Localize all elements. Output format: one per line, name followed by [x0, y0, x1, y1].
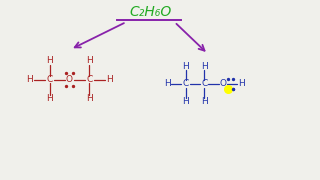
Text: C: C: [182, 80, 189, 89]
Text: H: H: [164, 80, 171, 89]
Text: H: H: [86, 94, 93, 103]
Text: C: C: [46, 75, 53, 84]
Text: H: H: [201, 62, 208, 71]
Text: C: C: [201, 80, 207, 89]
Text: H: H: [26, 75, 33, 84]
Text: C₂H₆O: C₂H₆O: [129, 5, 172, 19]
Text: C: C: [86, 75, 92, 84]
Text: H: H: [86, 56, 93, 65]
Text: H: H: [106, 75, 113, 84]
Text: H: H: [238, 80, 245, 89]
Text: H: H: [46, 56, 53, 65]
Text: O: O: [66, 75, 73, 84]
Text: H: H: [182, 97, 189, 106]
Text: H: H: [182, 62, 189, 71]
Text: H: H: [46, 94, 53, 103]
Text: H: H: [201, 97, 208, 106]
Text: O: O: [219, 80, 226, 89]
